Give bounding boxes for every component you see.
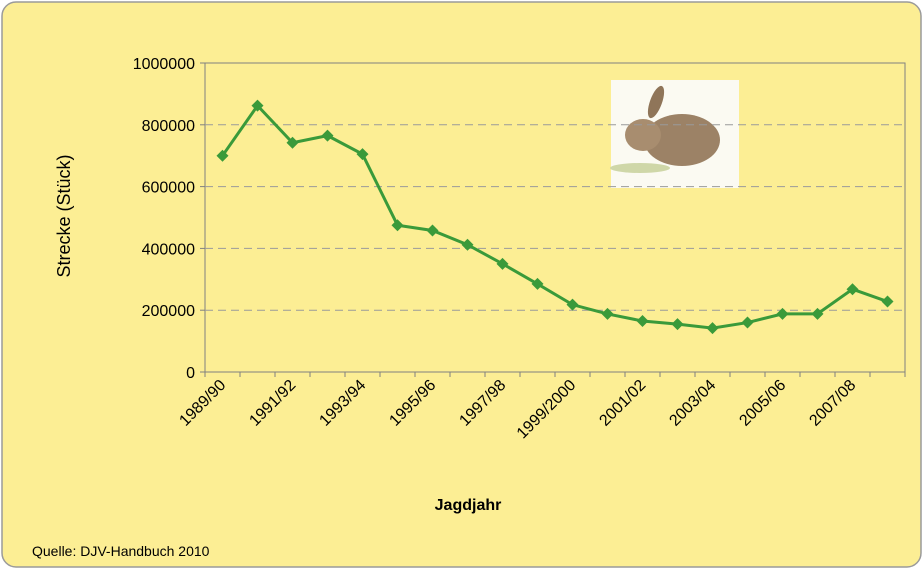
source-note: Quelle: DJV-Handbuch 2010	[32, 543, 210, 559]
y-axis-label: Strecke (Stück)	[54, 154, 74, 277]
data-marker	[356, 148, 369, 161]
data-marker	[286, 136, 299, 149]
rabbit-ground	[610, 163, 670, 173]
rabbit-ear	[647, 85, 665, 119]
data-marker	[601, 307, 614, 320]
x-axis-label: Jagdjahr	[435, 497, 502, 514]
y-tick-label: 1000000	[133, 56, 195, 73]
data-marker	[706, 322, 719, 335]
data-marker	[426, 224, 439, 237]
plot-area	[204, 62, 906, 373]
data-marker	[776, 307, 789, 320]
data-marker	[496, 257, 509, 270]
data-marker	[566, 298, 579, 311]
data-marker	[846, 283, 859, 296]
data-marker	[671, 318, 684, 331]
y-tick-label: 200000	[142, 303, 195, 320]
data-marker	[391, 219, 404, 232]
rabbit-image	[610, 80, 739, 188]
data-line	[221, 103, 888, 330]
data-marker	[881, 295, 894, 308]
data-marker	[741, 316, 754, 329]
data-marker	[216, 149, 229, 162]
data-marker	[531, 277, 544, 290]
data-marker	[636, 315, 649, 328]
rabbit-body	[644, 114, 720, 166]
data-marker	[461, 238, 474, 251]
y-tick-label: 600000	[142, 180, 195, 197]
rabbit-head	[625, 119, 661, 151]
y-tick-label: 400000	[142, 241, 195, 258]
data-marker	[811, 307, 824, 320]
y-tick-label: 0	[186, 365, 195, 382]
y-tick-label: 800000	[142, 118, 195, 135]
data-marker	[321, 129, 334, 142]
data-marker	[251, 99, 264, 112]
